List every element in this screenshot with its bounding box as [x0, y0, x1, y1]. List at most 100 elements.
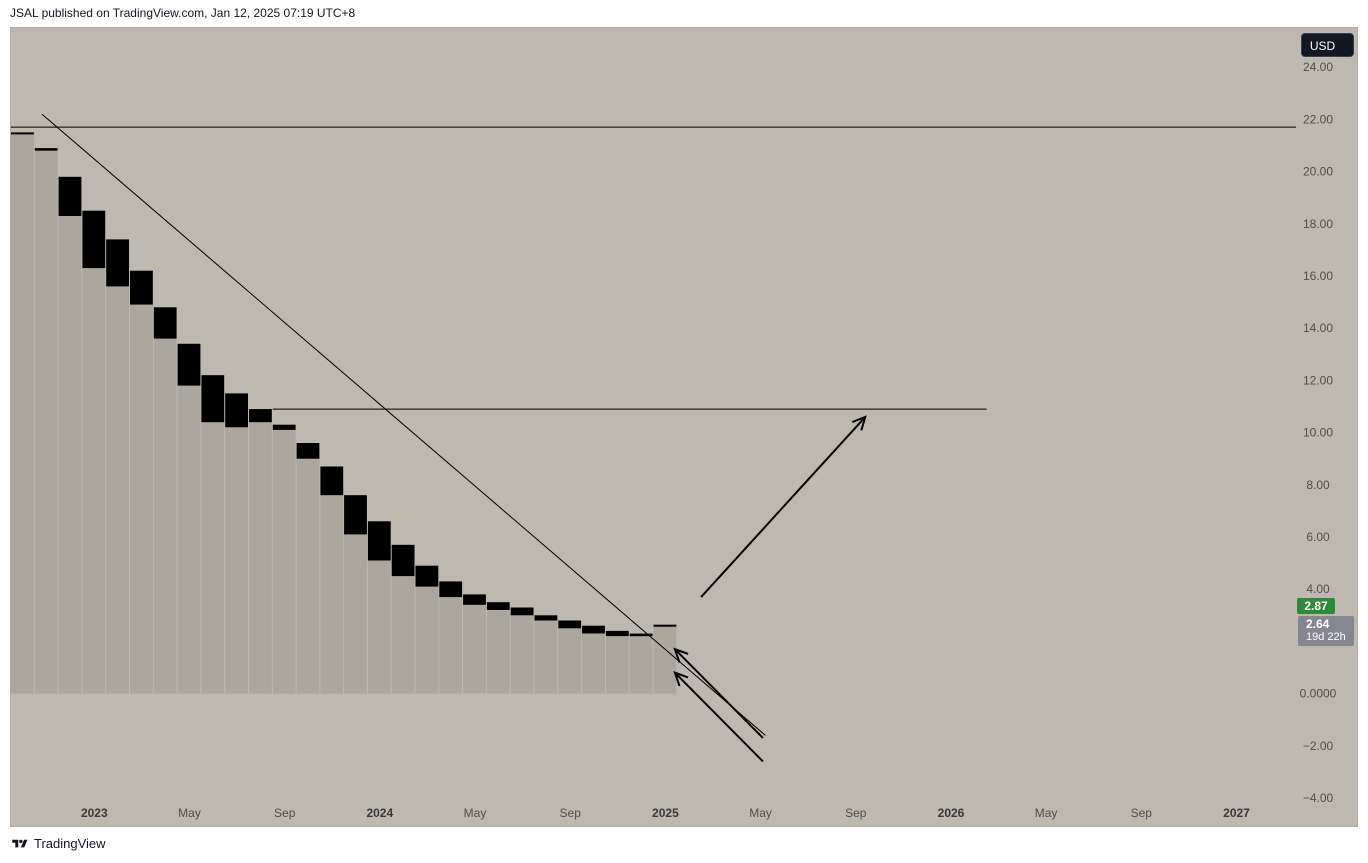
x-tick-label: Sep	[1131, 806, 1153, 820]
drawing-layer[interactable]	[11, 113, 1296, 763]
volume-bar	[272, 430, 296, 694]
candle-body	[629, 633, 653, 637]
volume-bar	[320, 495, 344, 694]
y-tick-label: 0.0000	[1300, 687, 1337, 701]
tradingview-logo-icon	[12, 839, 28, 847]
volume-bar	[391, 576, 415, 694]
tradingview-brand-text: TradingView	[34, 836, 106, 851]
candle-body	[415, 565, 439, 587]
volume-bar	[249, 422, 272, 694]
x-tick-label: 2023	[81, 806, 108, 820]
candle-body	[82, 210, 106, 269]
volume-bar	[605, 636, 629, 694]
y-tick-label: 16.00	[1303, 269, 1333, 283]
y-tick-label: −4.00	[1303, 791, 1334, 805]
candle-body	[225, 393, 248, 428]
volume-bar	[463, 604, 486, 694]
volume-bar	[439, 597, 463, 694]
volume-bar	[629, 636, 653, 694]
candle-body	[344, 495, 367, 535]
x-tick-label: May	[178, 806, 201, 820]
x-tick-label: Sep	[274, 806, 296, 820]
y-tick-label: 22.00	[1303, 112, 1333, 126]
currency-button[interactable]: USD	[1301, 33, 1354, 57]
bar-countdown: 19d 22h	[1306, 631, 1346, 643]
candle-body	[106, 239, 129, 287]
x-tick-label: 2025	[652, 806, 679, 820]
x-tick-label: May	[749, 806, 772, 820]
candle-body	[367, 521, 391, 561]
chart-svg[interactable]: 24.00 22.00 20.00 18.00 16.00 14.00 12.00 10.00…	[11, 28, 1358, 827]
y-tick-label: 6.00	[1306, 530, 1330, 544]
volume-bar	[201, 422, 225, 694]
candle-body	[177, 343, 201, 386]
volume-bar	[653, 624, 677, 694]
volume-bar	[11, 132, 34, 694]
x-tick-label: May	[1035, 806, 1058, 820]
candle-body	[272, 424, 296, 430]
candle-layer	[11, 132, 677, 637]
x-tick-label: Sep	[845, 806, 867, 820]
tradingview-logo[interactable]: TradingView	[10, 836, 106, 851]
candle-body	[582, 625, 605, 634]
volume-bar	[534, 620, 558, 694]
target-arrow	[700, 416, 867, 598]
candle-body	[486, 602, 510, 610]
support-arrow-upper-head	[673, 647, 689, 663]
volume-bar	[153, 338, 177, 694]
volume-bar	[415, 586, 439, 694]
y-tick-label: 4.00	[1306, 582, 1330, 596]
candle-body	[558, 620, 582, 629]
candle-body	[34, 148, 58, 151]
volume-bar	[130, 304, 153, 694]
volume-bar	[106, 286, 129, 694]
y-tick-label: 12.00	[1303, 373, 1333, 387]
candle-body	[653, 624, 677, 627]
volume-bar	[177, 385, 201, 694]
volume-bar	[58, 215, 82, 694]
y-tick-label: 8.00	[1306, 478, 1330, 492]
y-tick-label: 18.00	[1303, 217, 1333, 231]
current-price-label: 2.87	[1297, 598, 1335, 614]
candle-body	[320, 466, 344, 496]
candle-body	[534, 615, 558, 621]
x-tick-label: May	[464, 806, 487, 820]
y-tick-label: 14.00	[1303, 321, 1333, 335]
y-tick-label: −2.00	[1303, 739, 1334, 753]
volume-bar	[510, 615, 534, 694]
candle-body	[58, 176, 82, 216]
target-arrow-head	[851, 415, 867, 431]
volume-bar	[34, 150, 58, 694]
volume-bar	[367, 560, 391, 694]
candle-body	[463, 594, 486, 605]
support-arrow-upper	[674, 648, 764, 739]
volume-bar	[225, 427, 248, 694]
volume-bar	[486, 610, 510, 694]
volume-bar	[344, 534, 367, 694]
volume-bar	[296, 458, 320, 694]
candle-body	[130, 270, 153, 305]
publisher-header: JSAL published on TradingView.com, Jan 1…	[10, 6, 356, 20]
chart-area[interactable]: 24.00 22.00 20.00 18.00 16.00 14.00 12.00 10.00…	[10, 27, 1358, 827]
candle-body	[296, 443, 320, 459]
candle-body	[605, 630, 629, 637]
candle-body	[201, 375, 225, 423]
support-arrow-lower	[674, 672, 764, 763]
candle-body	[510, 607, 534, 616]
support-arrow-lower-head	[673, 671, 689, 687]
candle-body	[11, 132, 34, 135]
candle-body	[439, 581, 463, 598]
y-tick-label: 10.00	[1303, 426, 1333, 440]
volume-bar	[82, 268, 106, 694]
x-tick-label: 2026	[938, 806, 965, 820]
descending-trendline	[41, 113, 766, 736]
candle-body	[249, 409, 272, 423]
x-axis[interactable]: 2023 May Sep 2024 May Sep 2025 May Sep 2026 May Sep…	[81, 806, 1250, 820]
volume-bar	[558, 628, 582, 694]
last-price-label: 2.64 19d 22h	[1298, 616, 1354, 646]
volume-layer	[11, 132, 677, 694]
x-tick-label: 2027	[1223, 806, 1250, 820]
y-tick-label: 24.00	[1303, 60, 1333, 74]
last-price-value: 2.64	[1306, 617, 1330, 631]
y-axis[interactable]: 24.00 22.00 20.00 18.00 16.00 14.00 12.00 10.00…	[1300, 60, 1337, 805]
